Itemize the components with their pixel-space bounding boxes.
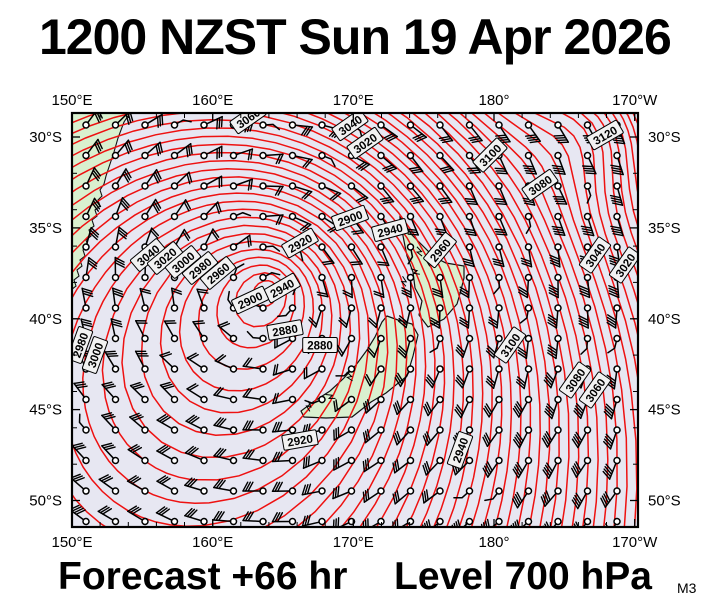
svg-text:3060: 3060 [37,241,55,269]
svg-text:170°E: 170°E [333,92,374,109]
svg-text:40°S: 40°S [29,311,62,328]
svg-text:2880: 2880 [307,341,333,353]
svg-text:150°E: 150°E [51,534,92,551]
svg-text:50°S: 50°S [29,493,62,510]
svg-text:170°W: 170°W [612,92,658,109]
svg-text:170°W: 170°W [612,534,658,551]
svg-text:160°E: 160°E [192,92,233,109]
svg-text:180°: 180° [478,92,509,109]
svg-text:40°S: 40°S [648,311,681,328]
svg-text:150°E: 150°E [51,92,92,109]
svg-text:30°S: 30°S [648,129,681,146]
svg-text:180°: 180° [478,534,509,551]
svg-text:35°S: 35°S [29,220,62,237]
svg-text:45°S: 45°S [29,402,62,419]
svg-text:30°S: 30°S [29,129,62,146]
svg-text:50°S: 50°S [648,493,681,510]
svg-text:170°E: 170°E [333,534,374,551]
svg-text:45°S: 45°S [648,402,681,419]
svg-text:160°E: 160°E [192,534,233,551]
svg-text:35°S: 35°S [648,220,681,237]
